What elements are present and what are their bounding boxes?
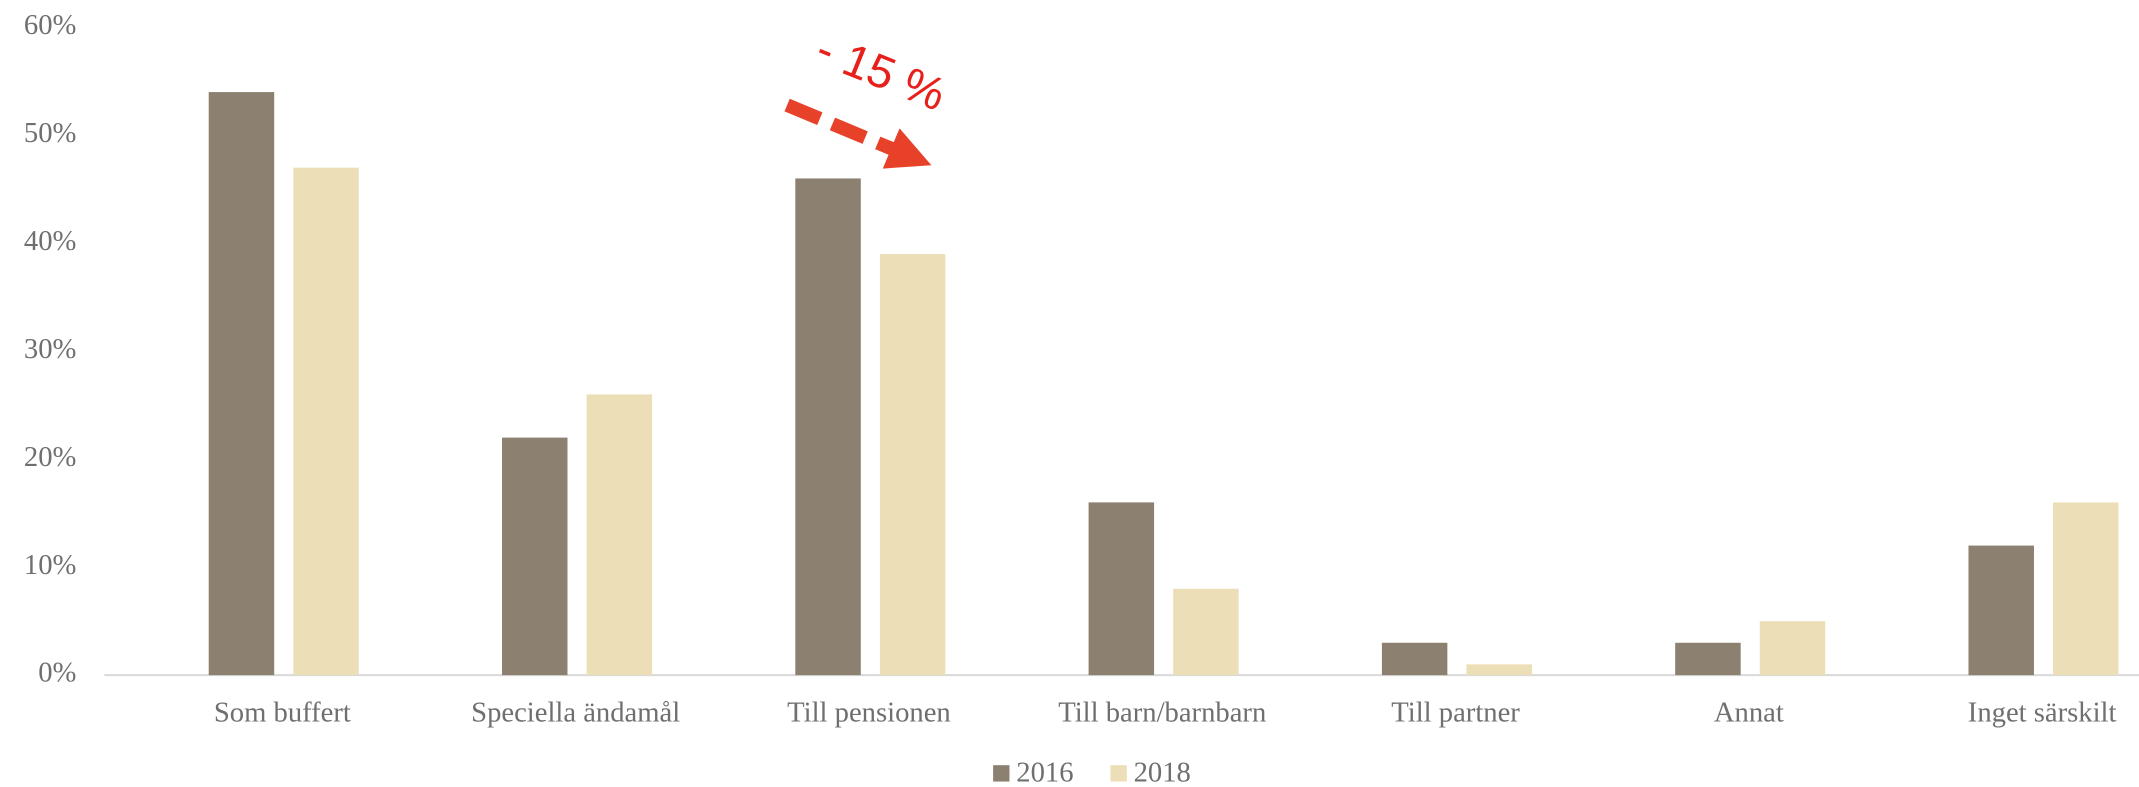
y-tick-label: 50% [24, 117, 76, 149]
legend-swatch [1110, 765, 1127, 782]
x-tick-label: Till partner [1391, 696, 1520, 728]
x-tick-label: Annat [1714, 696, 1784, 728]
y-tick-label: 40% [24, 225, 76, 257]
bar [1968, 545, 2034, 676]
x-tick-label: Som buffert [214, 696, 351, 728]
bar [1675, 642, 1741, 676]
bar [1088, 502, 1155, 676]
y-tick-label: 10% [24, 549, 76, 581]
arrow [784, 98, 932, 169]
y-tick-label: 60% [24, 9, 76, 41]
bar [293, 167, 359, 676]
bar [1173, 588, 1239, 676]
annotation: - 15 % [809, 22, 953, 120]
legend-label: 2016 [1016, 756, 1073, 787]
bar [795, 178, 861, 676]
y-tick-label: 20% [24, 441, 76, 473]
legend-label: 2018 [1134, 756, 1191, 787]
bar [586, 394, 653, 676]
bar [1759, 621, 1826, 676]
bar [2053, 502, 2119, 676]
legend-swatch [993, 765, 1010, 782]
y-tick-label: 0% [38, 657, 76, 689]
x-tick-label: Till barn/barnbarn [1058, 696, 1266, 728]
x-tick-label: Inget särskilt [1968, 696, 2117, 728]
bar [1466, 664, 1532, 676]
bar [1381, 642, 1448, 676]
bar [208, 92, 275, 676]
x-tick-label: Till pensionen [787, 696, 951, 728]
bar [879, 254, 946, 676]
bar [502, 437, 568, 676]
x-tick-label: Speciella ändamål [471, 696, 680, 728]
y-tick-label: 30% [24, 333, 76, 365]
